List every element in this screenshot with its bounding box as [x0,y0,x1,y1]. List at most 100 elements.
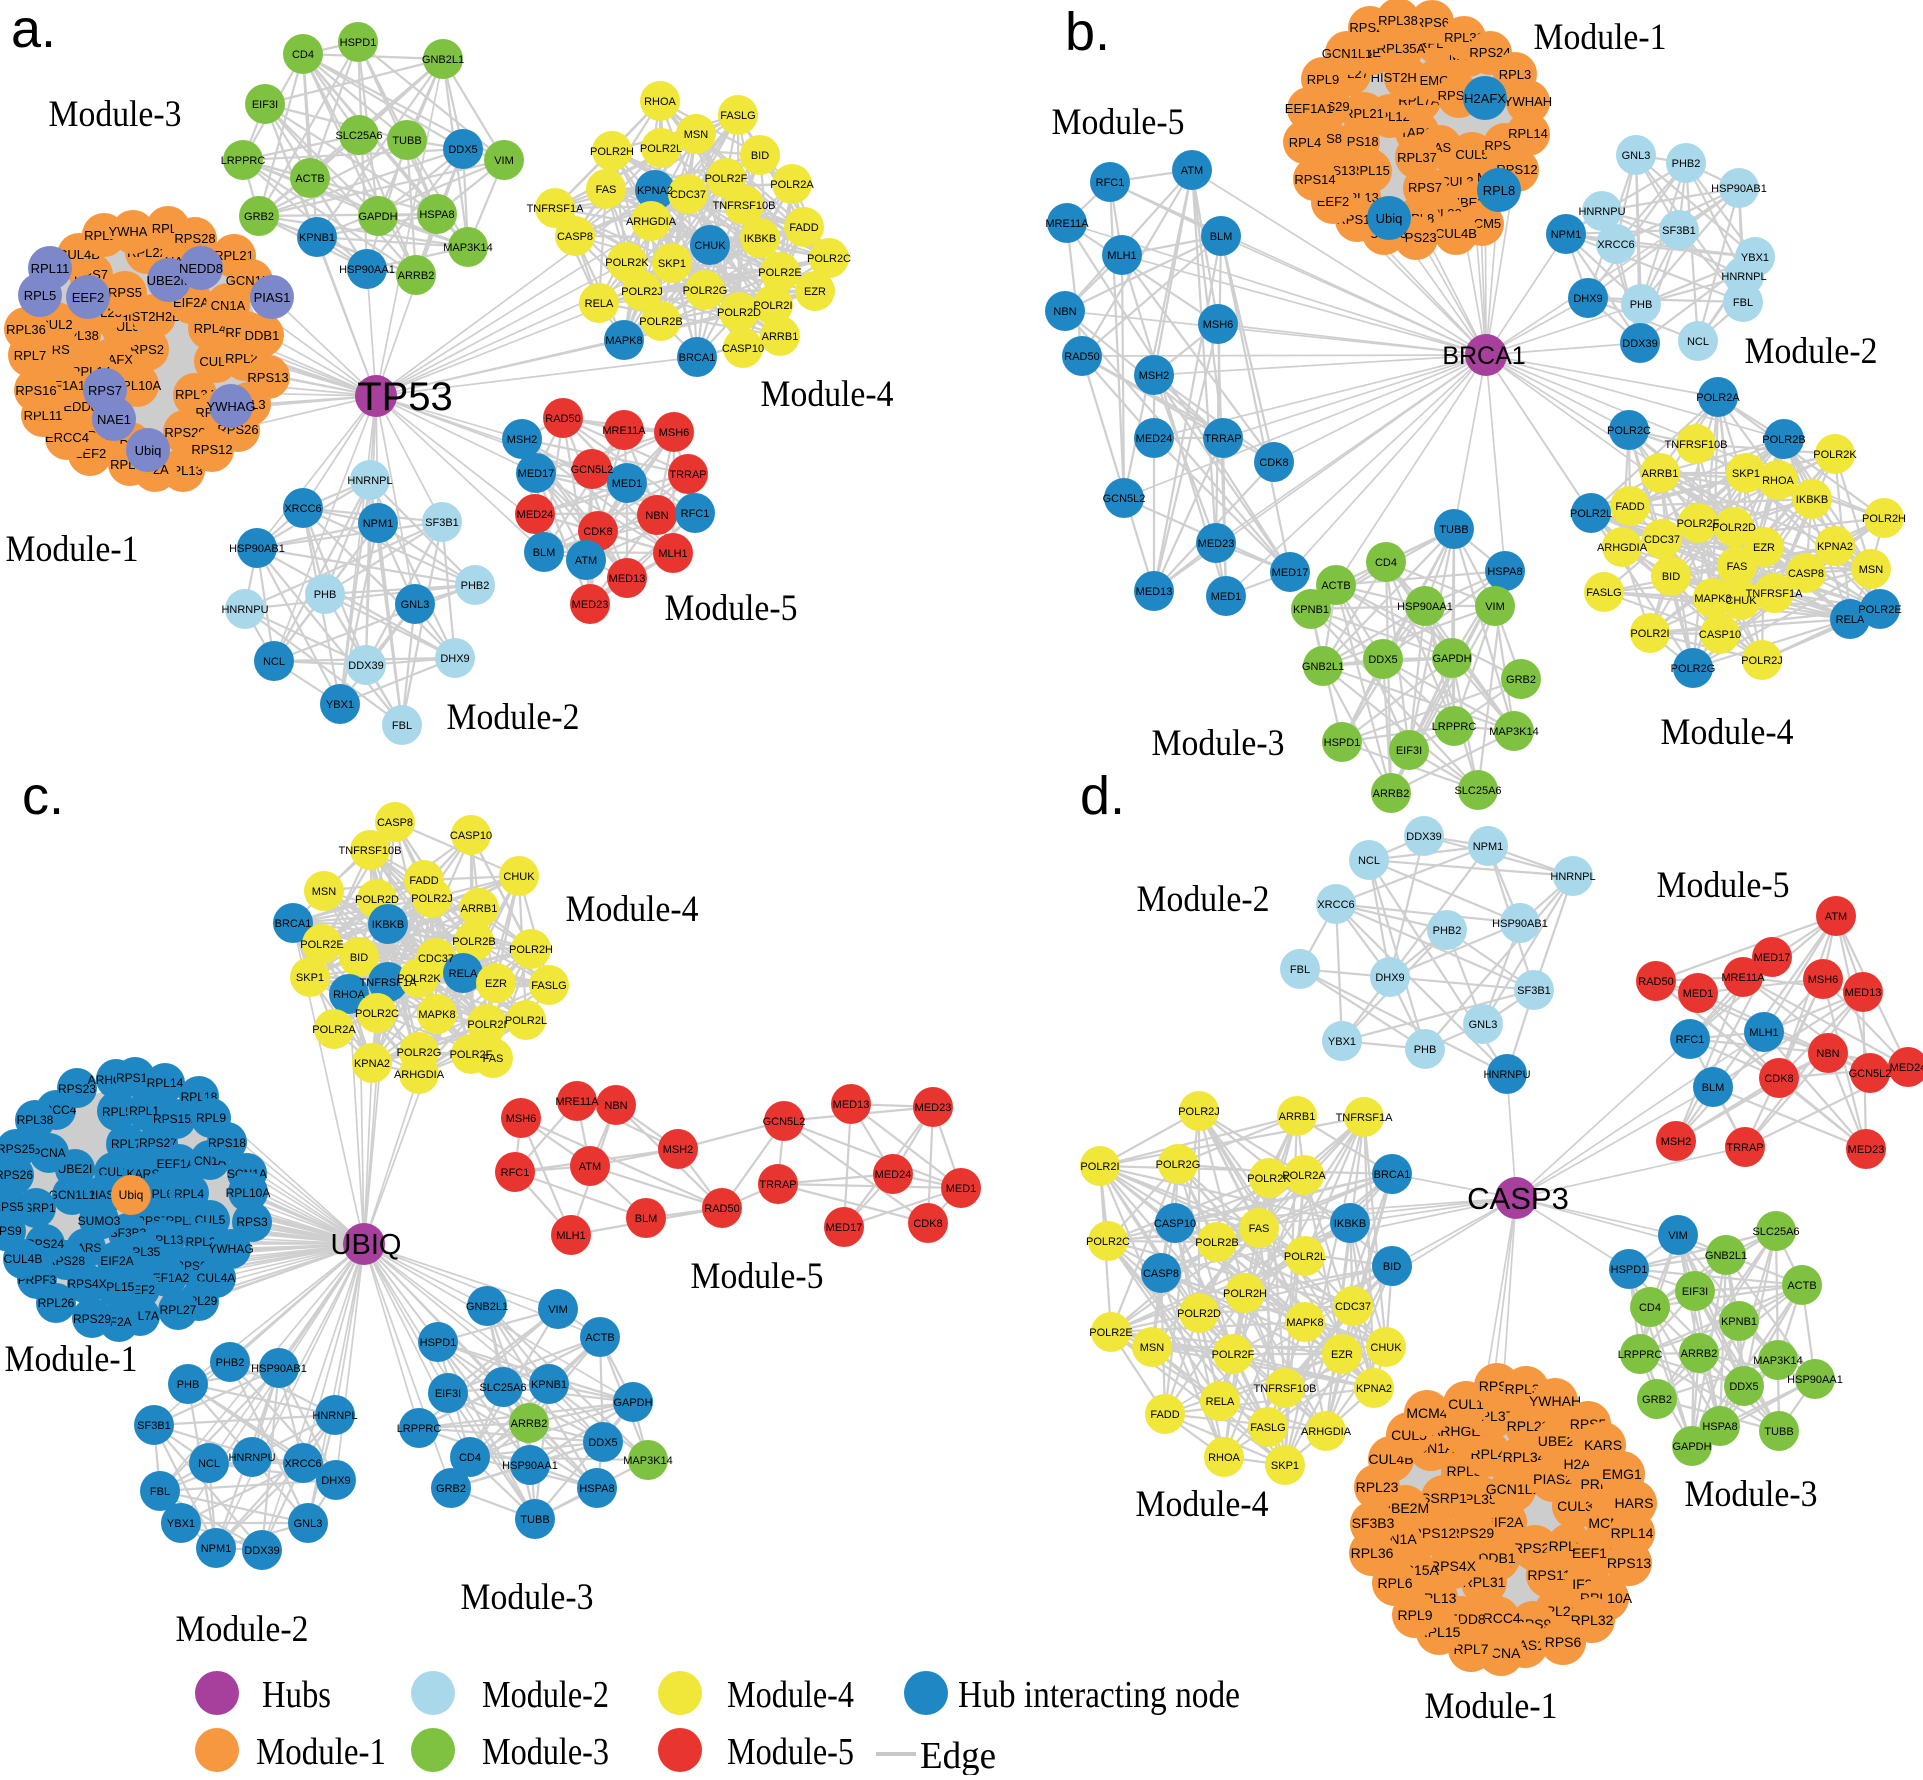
svg-text:DDX39: DDX39 [348,660,383,672]
svg-text:UBE2I: UBE2I [58,1162,93,1176]
svg-text:POLR2E: POLR2E [1089,1327,1132,1339]
svg-text:MSH2: MSH2 [663,1144,694,1156]
svg-text:CUL4B: CUL4B [1435,226,1477,241]
svg-text:DDX5: DDX5 [1729,1381,1758,1393]
svg-text:RPS13: RPS13 [247,370,288,385]
svg-text:RAD50: RAD50 [704,1203,739,1215]
svg-text:RFC1: RFC1 [501,1167,530,1179]
svg-text:RPL4: RPL4 [1470,1446,1505,1462]
svg-text:GAPDH: GAPDH [1672,1441,1711,1453]
svg-text:RHOA: RHOA [1208,1452,1240,1464]
svg-text:PIAS2: PIAS2 [1533,1471,1573,1487]
svg-text:RPS15A: RPS15A [153,1112,199,1126]
svg-text:ACTB: ACTB [585,1332,614,1344]
svg-text:KPNB1: KPNB1 [1293,604,1329,616]
svg-text:ARHGDIA: ARHGDIA [1301,1426,1352,1438]
svg-text:RPS18: RPS18 [1337,134,1378,149]
svg-text:GNB2L1: GNB2L1 [422,54,464,66]
svg-text:YWHAG: YWHAG [206,399,255,414]
svg-text:HSP90AB1: HSP90AB1 [251,1363,307,1375]
svg-text:MED1: MED1 [1683,988,1714,1000]
svg-text:EIF3I: EIF3I [435,1388,461,1400]
svg-text:RPS5: RPS5 [108,285,142,300]
svg-text:YBX1: YBX1 [1328,1036,1356,1048]
svg-text:HARS: HARS [1615,1495,1654,1511]
svg-text:CD4: CD4 [292,49,314,61]
svg-text:BRCA1: BRCA1 [1442,342,1525,370]
svg-text:CDK8: CDK8 [583,526,612,538]
svg-text:MLH1: MLH1 [1749,1027,1778,1039]
svg-text:NPM1: NPM1 [1473,841,1504,853]
svg-text:FBL: FBL [1290,964,1310,976]
svg-text:RPL4: RPL4 [194,321,227,336]
svg-text:MSH6: MSH6 [659,427,690,439]
svg-text:Ubiq: Ubiq [1376,211,1403,226]
svg-text:SF3B3: SF3B3 [1352,1515,1395,1531]
svg-text:FADD: FADD [1615,501,1644,513]
svg-text:YBX1: YBX1 [1741,252,1769,264]
svg-text:EIF2A: EIF2A [100,1254,133,1268]
svg-text:RPL7: RPL7 [14,348,47,363]
svg-text:KPNA2: KPNA2 [637,185,673,197]
svg-text:Module-2: Module-2 [176,1609,309,1650]
svg-text:Module-4: Module-4 [1661,712,1794,753]
svg-text:CASP3: CASP3 [1467,1181,1569,1216]
svg-text:LRPPRC: LRPPRC [1432,721,1477,733]
svg-text:GNB2L1: GNB2L1 [466,1301,508,1313]
svg-text:EIF2A: EIF2A [1485,1514,1525,1530]
svg-text:Module-5: Module-5 [727,1731,854,1773]
svg-text:HNRNPL: HNRNPL [1550,871,1595,883]
svg-text:CDK8: CDK8 [1259,457,1288,469]
svg-text:RPS24: RPS24 [1469,45,1510,60]
svg-text:BID: BID [1383,1261,1401,1273]
svg-text:RPS7: RPS7 [1408,180,1442,195]
svg-text:FAS: FAS [1249,1223,1270,1235]
svg-text:VIM: VIM [548,1304,568,1316]
svg-text:POLR2E: POLR2E [1858,604,1901,616]
svg-text:RELA: RELA [449,968,478,980]
svg-text:RPS26: RPS26 [0,1168,33,1182]
svg-text:TNFRSF1A: TNFRSF1A [360,977,418,989]
svg-text:MSH2: MSH2 [507,434,538,446]
svg-text:MLH1: MLH1 [1107,250,1136,262]
svg-text:RPL11: RPL11 [31,261,70,276]
svg-text:POLR2F: POLR2F [1677,518,1720,530]
svg-text:POLR2A: POLR2A [770,179,814,191]
svg-text:RPS7: RPS7 [88,383,122,398]
svg-text:MRE11A: MRE11A [555,1096,599,1108]
svg-text:NBN: NBN [604,1100,627,1112]
svg-text:Hub interacting node: Hub interacting node [958,1674,1240,1716]
svg-text:GCN1L1: GCN1L1 [49,1188,96,1202]
svg-text:PHB2: PHB2 [216,1357,245,1369]
svg-text:POLR2C: POLR2C [1086,1236,1130,1248]
svg-text:ERCC4: ERCC4 [1473,1610,1521,1626]
svg-text:MAP3K14: MAP3K14 [623,1455,673,1467]
svg-text:SF3B1: SF3B1 [137,1420,171,1432]
svg-text:POLR2D: POLR2D [717,307,761,319]
svg-text:POLR2A: POLR2A [312,1024,356,1036]
svg-text:RPL36: RPL36 [1351,1545,1394,1561]
svg-text:HSP90AA1: HSP90AA1 [502,1460,558,1472]
svg-text:DHX9: DHX9 [1375,972,1404,984]
svg-text:Module-5: Module-5 [665,588,798,629]
svg-text:TRRAP: TRRAP [1726,1142,1763,1154]
svg-text:EZR: EZR [804,286,826,298]
svg-text:ACTB: ACTB [295,173,324,185]
svg-text:CD4: CD4 [459,1452,481,1464]
svg-text:MED17: MED17 [1754,952,1791,964]
svg-text:POLR2D: POLR2D [355,894,399,906]
svg-text:HSP90AB1: HSP90AB1 [1711,183,1767,195]
svg-text:PCNA: PCNA [32,1146,65,1160]
svg-text:DDB1: DDB1 [245,328,280,343]
svg-text:HNRNPU: HNRNPU [228,1452,275,1464]
svg-text:CUL1: CUL1 [1448,1396,1484,1412]
svg-text:MED23: MED23 [1848,1144,1885,1156]
svg-text:RPS12: RPS12 [191,442,232,457]
svg-text:FADD: FADD [409,875,438,887]
svg-text:POLR2E: POLR2E [758,267,801,279]
svg-text:GAPDH: GAPDH [1432,653,1471,665]
svg-text:MSH6: MSH6 [1203,319,1234,331]
svg-text:SKP1: SKP1 [296,972,324,984]
svg-text:Module-1: Module-1 [1425,1686,1558,1727]
svg-text:Module-5: Module-5 [691,1256,824,1297]
